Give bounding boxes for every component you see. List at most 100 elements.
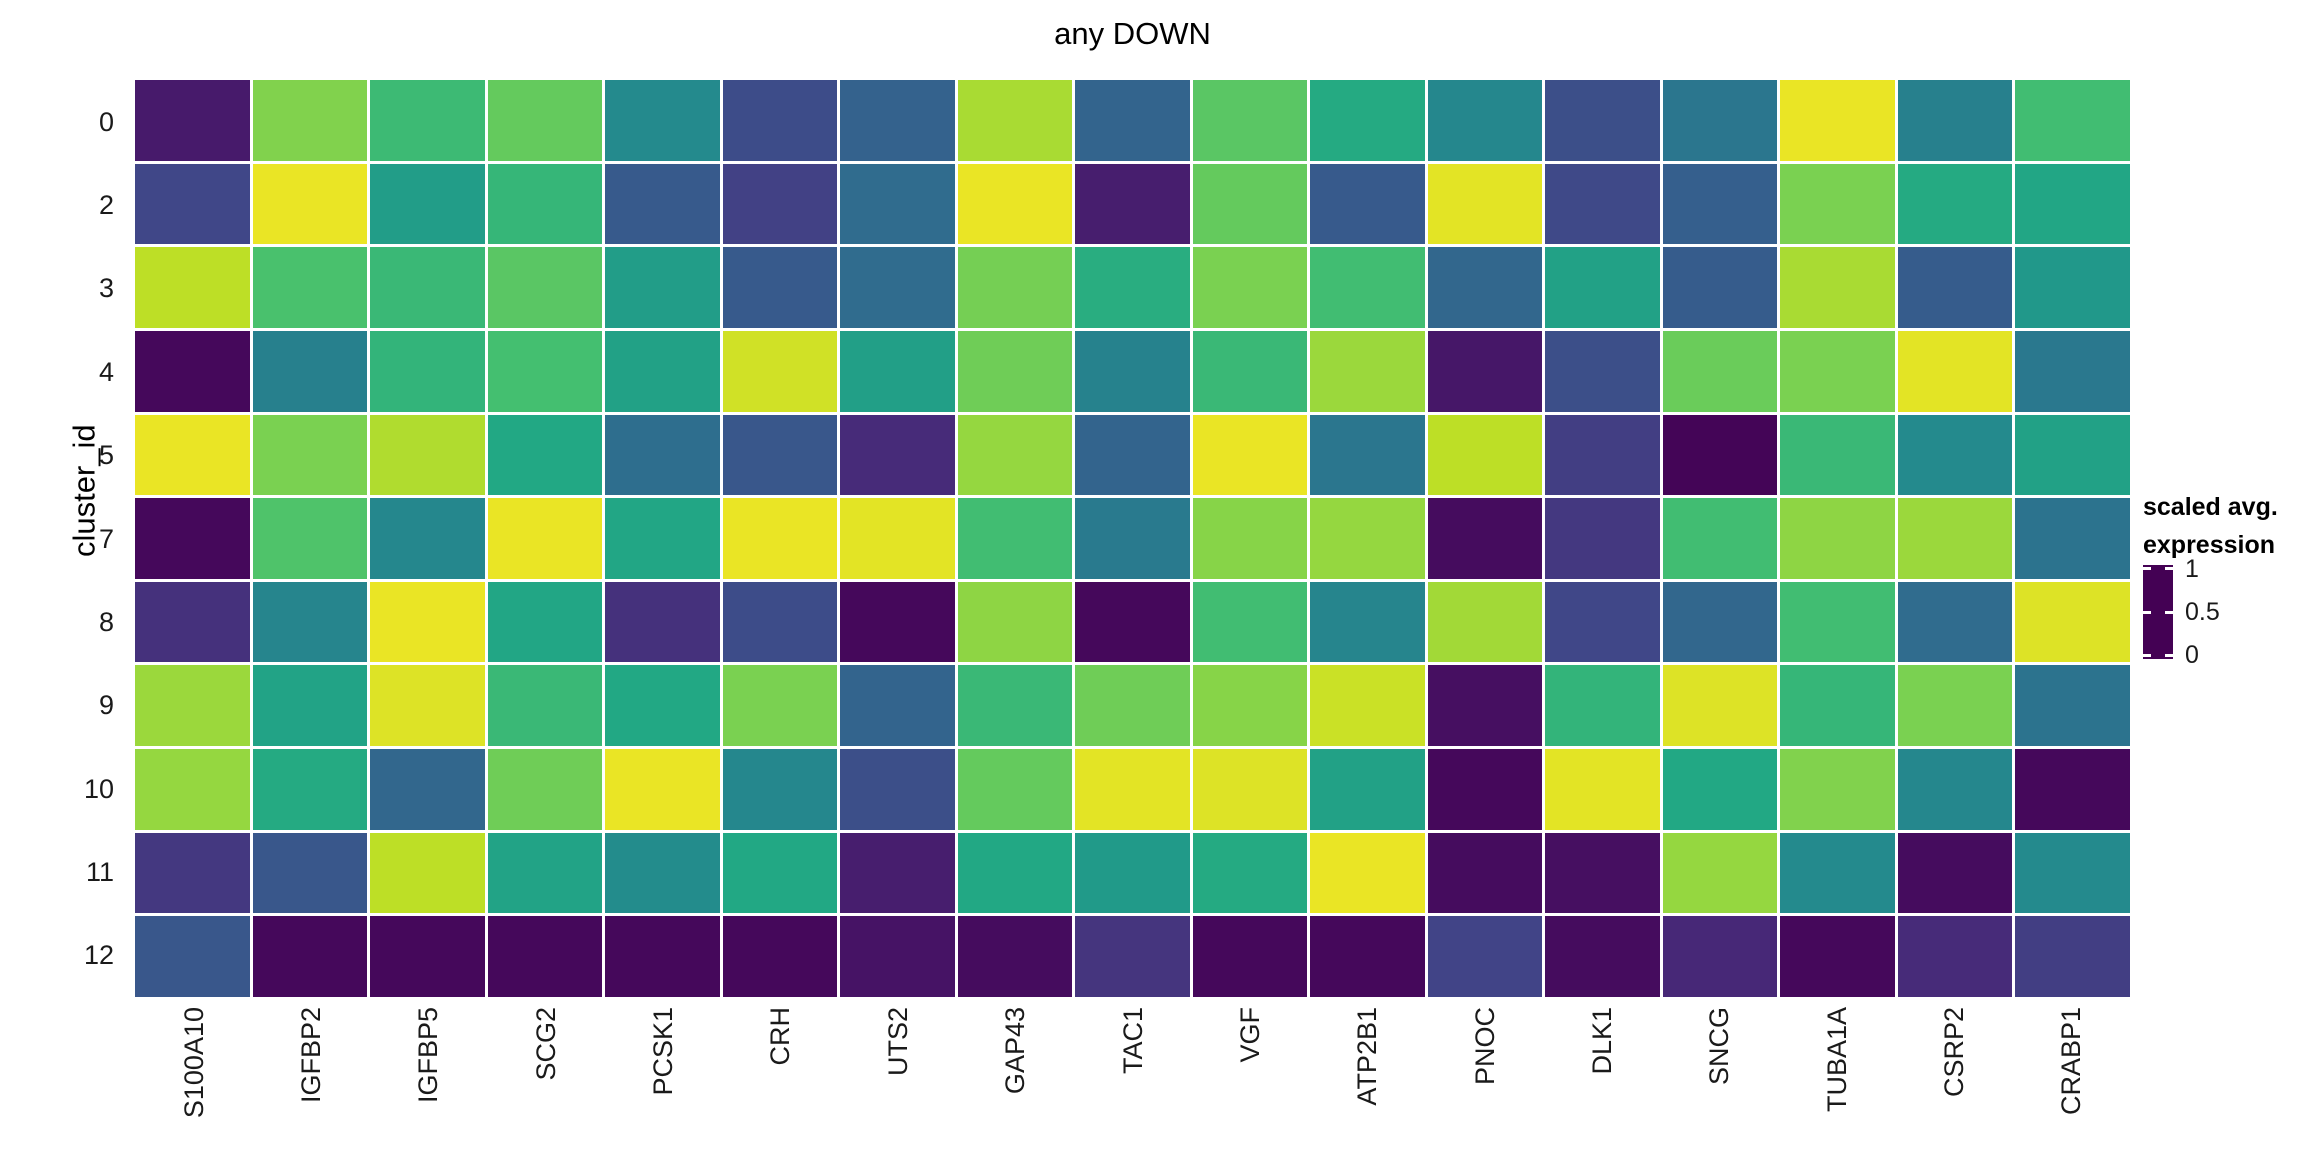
heatmap-cell — [370, 414, 485, 496]
heatmap-cell — [2015, 80, 2130, 161]
heatmap-cell — [1897, 247, 2013, 328]
heatmap-cell — [605, 665, 720, 747]
x-tick-label: CRABP1 — [2056, 1007, 2087, 1116]
heatmap-cell — [2015, 665, 2130, 747]
heatmap-cell — [135, 749, 250, 830]
heatmap-cell — [2015, 247, 2130, 328]
heatmap-cell — [605, 163, 720, 245]
legend-title-line2: expression — [2143, 531, 2276, 559]
heatmap-cell — [1192, 80, 1308, 161]
heatmap-cell — [1662, 665, 1778, 747]
heatmap-cell — [487, 247, 603, 328]
heatmap-cell — [1192, 832, 1308, 914]
heatmap-cell — [1545, 330, 1660, 412]
heatmap-cell — [252, 916, 368, 997]
heatmap-cell — [135, 330, 250, 412]
heatmap-cell — [957, 581, 1073, 663]
x-tick-label: GAP43 — [1000, 1007, 1031, 1095]
heatmap-cell — [840, 749, 955, 830]
x-tick-label: PCSK1 — [648, 1007, 679, 1096]
heatmap-cell — [840, 581, 955, 663]
heatmap-cell — [1310, 581, 1425, 663]
heatmap-cell — [487, 330, 603, 412]
heatmap-cell — [1545, 247, 1660, 328]
heatmap-cell — [1427, 832, 1543, 914]
heatmap-cell — [722, 330, 838, 412]
legend-tick-mark — [2165, 653, 2173, 657]
heatmap-cell — [1545, 581, 1660, 663]
x-tick-label: PNOC — [1469, 1007, 1500, 1086]
heatmap-cell — [2015, 498, 2130, 579]
heatmap-cell — [1075, 665, 1190, 747]
heatmap-cell — [252, 665, 368, 747]
heatmap-cell — [1075, 247, 1190, 328]
heatmap-cell — [1192, 163, 1308, 245]
heatmap-cell — [1662, 247, 1778, 328]
heatmap-cell — [1075, 832, 1190, 914]
heatmap-cell — [1780, 80, 1895, 161]
heatmap-cell — [252, 581, 368, 663]
x-tick-label: DLK1 — [1586, 1007, 1617, 1075]
heatmap-cell — [1545, 749, 1660, 830]
legend-tick-mark — [2143, 610, 2151, 614]
heatmap-cell — [2015, 581, 2130, 663]
heatmap-cell — [1075, 498, 1190, 579]
heatmap-cell — [1310, 163, 1425, 245]
legend: scaled avg. expression 1 0.5 0 — [2143, 488, 2303, 668]
heatmap-cell — [1427, 916, 1543, 997]
heatmap-cell — [1897, 163, 2013, 245]
heatmap-cell — [1427, 330, 1543, 412]
x-tick-label: SNCG — [1704, 1007, 1735, 1086]
y-tick-label: 3 — [98, 273, 114, 304]
heatmap-cell — [722, 80, 838, 161]
heatmap-cell — [252, 163, 368, 245]
heatmap-cell — [1310, 414, 1425, 496]
heatmap-cell — [135, 80, 250, 161]
legend-gradient-bar — [2143, 565, 2173, 659]
heatmap-cell — [957, 247, 1073, 328]
heatmap-cell — [2015, 414, 2130, 496]
heatmap-cell — [1780, 498, 1895, 579]
heatmap-cell — [1897, 916, 2013, 997]
heatmap-cell — [722, 414, 838, 496]
heatmap-cell — [1075, 581, 1190, 663]
heatmap-cell — [1897, 832, 2013, 914]
heatmap-cell — [487, 163, 603, 245]
heatmap-cell — [840, 498, 955, 579]
heatmap-cell — [1897, 330, 2013, 412]
heatmap-cell — [1545, 163, 1660, 245]
heatmap-cell — [1897, 665, 2013, 747]
heatmap-cell — [722, 581, 838, 663]
heatmap-cell — [1310, 247, 1425, 328]
legend-tick-label: 1 — [2185, 554, 2199, 583]
heatmap-cell — [957, 163, 1073, 245]
heatmap-cell — [1427, 498, 1543, 579]
legend-tick-label: 0 — [2185, 641, 2199, 670]
heatmap-cell — [605, 247, 720, 328]
heatmap-cell — [840, 163, 955, 245]
heatmap-cell — [252, 80, 368, 161]
heatmap-cell — [370, 665, 485, 747]
heatmap-grid — [135, 80, 2130, 997]
heatmap-cell — [135, 665, 250, 747]
heatmap-cell — [1780, 665, 1895, 747]
heatmap-cell — [605, 414, 720, 496]
heatmap-cell — [605, 581, 720, 663]
heatmap-cell — [370, 330, 485, 412]
heatmap-cell — [1897, 581, 2013, 663]
heatmap-cell — [2015, 916, 2130, 997]
heatmap-cell — [957, 498, 1073, 579]
heatmap-cell — [605, 749, 720, 830]
heatmap-cell — [135, 832, 250, 914]
heatmap-cell — [1427, 749, 1543, 830]
heatmap-cell — [1780, 414, 1895, 496]
heatmap-cell — [135, 916, 250, 997]
heatmap-cell — [1780, 581, 1895, 663]
heatmap-cell — [487, 749, 603, 830]
heatmap-cell — [1897, 80, 2013, 161]
heatmap-cell — [2015, 832, 2130, 914]
heatmap-cell — [370, 498, 485, 579]
x-tick-label: TUBA1A — [1821, 1007, 1852, 1113]
heatmap-cell — [1780, 749, 1895, 830]
heatmap-cell — [605, 80, 720, 161]
